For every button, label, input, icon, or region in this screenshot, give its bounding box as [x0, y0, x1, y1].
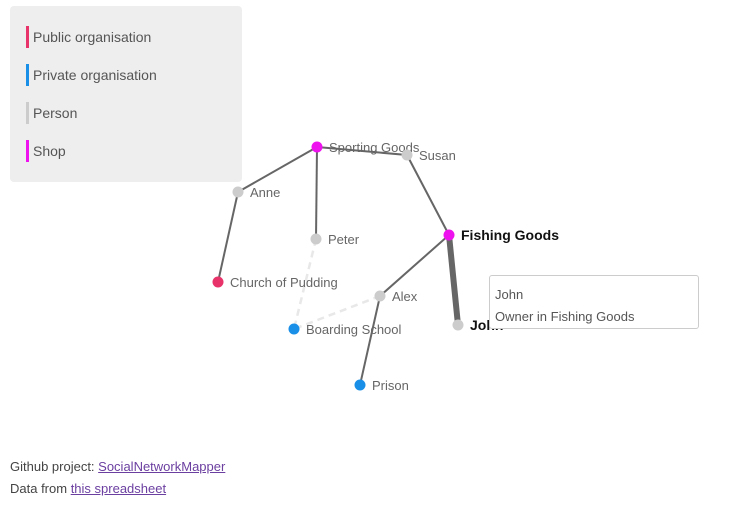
node-label-susan: Susan — [419, 148, 456, 163]
link-sporting-peter — [315, 146, 318, 240]
footer-data-line: Data from this spreadsheet — [10, 478, 225, 500]
link-fishing-alex — [379, 234, 450, 297]
legend-swatch-shop — [26, 140, 29, 162]
tooltip-role: Owner in Fishing Goods — [495, 309, 635, 324]
node-label-anne: Anne — [250, 185, 280, 200]
legend-swatch-private — [26, 64, 29, 86]
link-fishing-john — [446, 234, 461, 326]
legend-label: Public organisation — [33, 29, 152, 45]
node-fishing[interactable] — [443, 229, 455, 241]
node-label-fishing: Fishing Goods — [461, 227, 559, 243]
footer-github-prefix: Github project: — [10, 459, 99, 474]
legend-panel: Public organisation Private organisation… — [10, 6, 242, 182]
node-label-peter: Peter — [328, 232, 360, 247]
link-susan-fishing — [406, 154, 450, 236]
github-project-link[interactable]: SocialNetworkMapper — [98, 459, 226, 474]
legend-item-shop[interactable]: Shop — [26, 140, 66, 162]
tooltip-name: John — [495, 287, 524, 302]
footer: Github project: SocialNetworkMapper Data… — [10, 456, 225, 500]
link-alex-prison — [359, 295, 381, 386]
legend-label: Private organisation — [33, 67, 157, 83]
legend-item-public-organisation[interactable]: Public organisation — [26, 26, 151, 48]
node-john[interactable] — [452, 319, 464, 331]
legend-item-private-organisation[interactable]: Private organisation — [26, 64, 157, 86]
node-anne[interactable] — [232, 186, 244, 198]
node-church[interactable] — [212, 276, 224, 288]
link-anne-church — [217, 191, 239, 283]
legend-label: Shop — [33, 143, 66, 159]
legend-item-person[interactable]: Person — [26, 102, 77, 124]
node-label-church: Church of Pudding — [230, 275, 338, 290]
legend-swatch-public — [26, 26, 29, 48]
graph-links — [217, 146, 461, 386]
legend-swatch-person — [26, 102, 29, 124]
footer-data-prefix: Data from — [10, 481, 71, 496]
node-prison[interactable] — [354, 379, 366, 391]
node-label-alex: Alex — [392, 289, 418, 304]
link-peter-boarding — [292, 238, 318, 330]
node-susan[interactable] — [401, 149, 413, 161]
link-sporting-susan — [316, 146, 408, 156]
spreadsheet-link[interactable]: this spreadsheet — [70, 481, 167, 496]
node-label-sporting: Sporting Goods — [329, 140, 420, 155]
footer-github-line: Github project: SocialNetworkMapper — [10, 456, 225, 478]
legend-label: Person — [33, 105, 78, 121]
node-label-prison: Prison — [372, 378, 409, 393]
node-boarding[interactable] — [288, 323, 300, 335]
link-sporting-anne — [237, 146, 318, 193]
node-alex[interactable] — [374, 290, 386, 302]
node-label-boarding: Boarding School — [306, 322, 402, 337]
link-alex-boarding — [293, 294, 381, 331]
node-peter[interactable] — [310, 233, 322, 245]
node-tooltip: John Owner in Fishing Goods — [489, 275, 699, 329]
node-sporting[interactable] — [311, 141, 323, 153]
